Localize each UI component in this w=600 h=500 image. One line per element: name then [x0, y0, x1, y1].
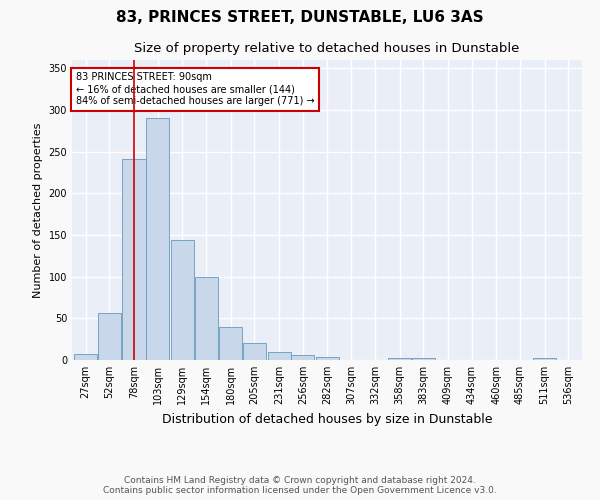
Bar [243, 344, 266, 360]
X-axis label: Distribution of detached houses by size in Dunstable: Distribution of detached houses by size … [162, 412, 492, 426]
Bar [122, 159, 146, 360]
Bar [219, 326, 242, 360]
Bar [98, 312, 121, 360]
Bar [146, 118, 169, 360]
Text: 83, PRINCES STREET, DUNSTABLE, LU6 3AS: 83, PRINCES STREET, DUNSTABLE, LU6 3AS [116, 10, 484, 25]
Bar [268, 352, 291, 360]
Text: 83 PRINCES STREET: 90sqm
← 16% of detached houses are smaller (144)
84% of semi-: 83 PRINCES STREET: 90sqm ← 16% of detach… [76, 72, 314, 106]
Bar [412, 358, 435, 360]
Text: Contains HM Land Registry data © Crown copyright and database right 2024.
Contai: Contains HM Land Registry data © Crown c… [103, 476, 497, 495]
Bar [316, 356, 339, 360]
Bar [171, 240, 194, 360]
Bar [533, 358, 556, 360]
Bar [194, 276, 218, 360]
Bar [74, 354, 97, 360]
Bar [291, 355, 314, 360]
Title: Size of property relative to detached houses in Dunstable: Size of property relative to detached ho… [134, 42, 520, 54]
Y-axis label: Number of detached properties: Number of detached properties [33, 122, 43, 298]
Bar [388, 358, 411, 360]
